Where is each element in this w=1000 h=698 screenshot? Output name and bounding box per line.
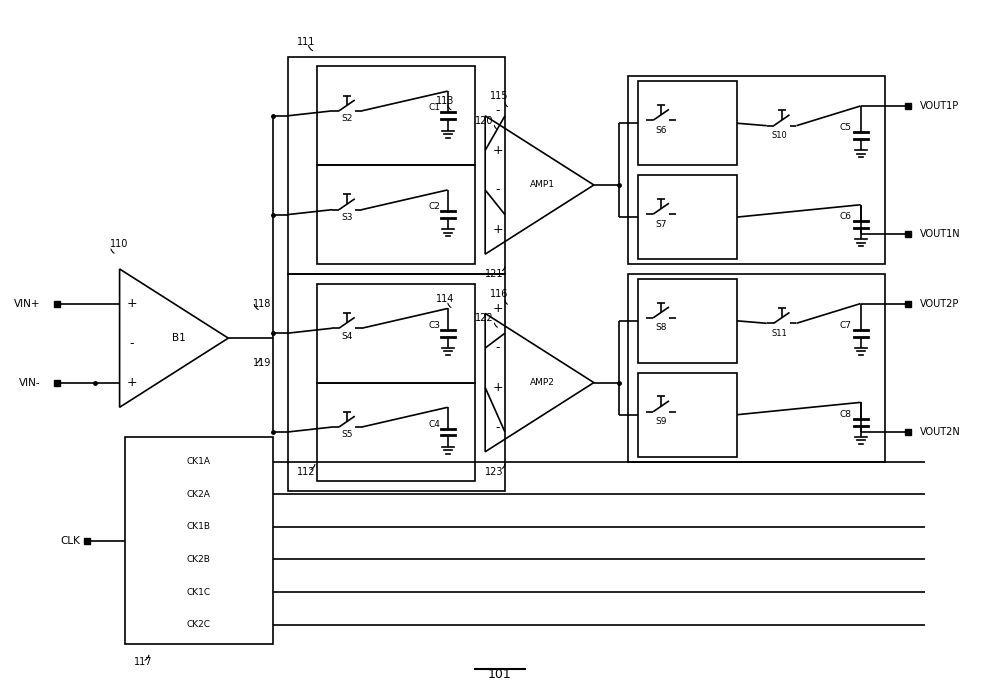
Bar bbox=[638, 175, 737, 259]
Text: C2: C2 bbox=[429, 202, 441, 211]
Text: 119: 119 bbox=[253, 358, 271, 368]
Text: -: - bbox=[129, 336, 134, 350]
Text: 113: 113 bbox=[436, 96, 454, 106]
Text: S11: S11 bbox=[772, 329, 787, 338]
Bar bbox=[125, 437, 273, 644]
Text: S4: S4 bbox=[341, 332, 353, 341]
Text: S6: S6 bbox=[655, 126, 667, 135]
Text: +: + bbox=[493, 223, 503, 236]
Text: 122: 122 bbox=[475, 313, 494, 323]
Bar bbox=[638, 81, 737, 165]
Text: CK1C: CK1C bbox=[187, 588, 211, 597]
Text: C5: C5 bbox=[840, 123, 852, 132]
Bar bbox=[317, 383, 475, 482]
Text: C3: C3 bbox=[429, 321, 441, 329]
Text: 121: 121 bbox=[485, 269, 504, 279]
Text: CK2A: CK2A bbox=[187, 490, 211, 499]
Bar bbox=[905, 429, 911, 435]
Bar bbox=[905, 103, 911, 109]
Text: AMP1: AMP1 bbox=[530, 181, 555, 189]
Bar bbox=[628, 76, 885, 264]
Text: CK1B: CK1B bbox=[187, 522, 211, 531]
Bar bbox=[905, 301, 911, 306]
Bar bbox=[54, 380, 60, 385]
Text: 111: 111 bbox=[297, 37, 316, 47]
Text: C8: C8 bbox=[840, 410, 852, 419]
Text: S2: S2 bbox=[341, 114, 353, 124]
Text: VIN+: VIN+ bbox=[14, 299, 41, 309]
Text: C6: C6 bbox=[840, 212, 852, 221]
Bar bbox=[628, 274, 885, 461]
Bar bbox=[288, 274, 505, 491]
Text: 118: 118 bbox=[253, 299, 271, 309]
Text: CLK: CLK bbox=[60, 535, 80, 546]
Text: 120: 120 bbox=[475, 116, 494, 126]
Text: CK2C: CK2C bbox=[187, 620, 211, 629]
Text: +: + bbox=[493, 144, 503, 157]
Text: VOUT1P: VOUT1P bbox=[920, 101, 959, 111]
Text: S9: S9 bbox=[655, 417, 667, 426]
Text: VOUT2N: VOUT2N bbox=[920, 427, 961, 437]
Text: +: + bbox=[126, 297, 137, 310]
Text: AMP2: AMP2 bbox=[530, 378, 555, 387]
Bar bbox=[317, 165, 475, 264]
Text: 115: 115 bbox=[490, 91, 509, 101]
Text: CK2B: CK2B bbox=[187, 555, 211, 564]
Text: -: - bbox=[496, 184, 500, 196]
Text: VOUT1N: VOUT1N bbox=[920, 230, 961, 239]
Text: S3: S3 bbox=[341, 213, 353, 222]
Bar bbox=[84, 537, 90, 544]
Text: 101: 101 bbox=[488, 667, 512, 681]
Text: 123: 123 bbox=[485, 466, 504, 477]
Text: 114: 114 bbox=[436, 294, 454, 304]
Text: 112: 112 bbox=[297, 466, 316, 477]
Text: B1: B1 bbox=[172, 333, 186, 343]
Text: -: - bbox=[496, 105, 500, 117]
Text: VIN-: VIN- bbox=[19, 378, 41, 387]
Text: 110: 110 bbox=[110, 239, 128, 249]
Text: S5: S5 bbox=[341, 431, 353, 440]
Text: S10: S10 bbox=[772, 131, 787, 140]
Text: C1: C1 bbox=[429, 103, 441, 112]
Text: C4: C4 bbox=[429, 419, 441, 429]
Text: S8: S8 bbox=[655, 323, 667, 332]
Text: -: - bbox=[496, 421, 500, 433]
Text: VOUT2P: VOUT2P bbox=[920, 299, 959, 309]
Text: 116: 116 bbox=[490, 289, 508, 299]
Text: S7: S7 bbox=[655, 219, 667, 228]
Text: +: + bbox=[493, 381, 503, 394]
Bar bbox=[54, 301, 60, 306]
Text: +: + bbox=[126, 376, 137, 389]
Text: CK1A: CK1A bbox=[187, 457, 211, 466]
Bar bbox=[905, 232, 911, 237]
Text: 117: 117 bbox=[134, 658, 153, 667]
Bar bbox=[638, 279, 737, 363]
Text: -: - bbox=[496, 341, 500, 355]
Bar bbox=[317, 284, 475, 383]
Bar bbox=[638, 373, 737, 456]
Bar bbox=[288, 57, 505, 274]
Text: C7: C7 bbox=[840, 321, 852, 329]
Bar bbox=[317, 66, 475, 165]
Text: +: + bbox=[493, 302, 503, 315]
